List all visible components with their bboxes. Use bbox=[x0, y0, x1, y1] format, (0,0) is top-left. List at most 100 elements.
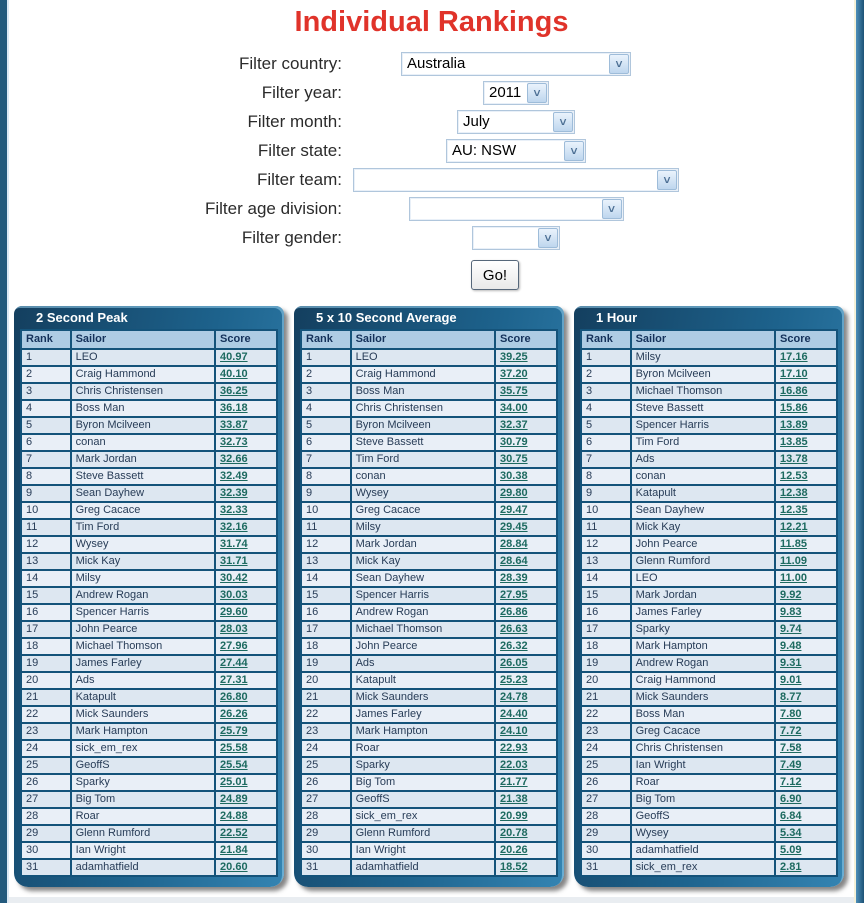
score-link[interactable]: 22.93 bbox=[500, 742, 528, 754]
chevron-down-icon[interactable]: ˅ bbox=[564, 140, 584, 161]
chevron-down-icon[interactable]: ˅ bbox=[553, 111, 573, 132]
score-link[interactable]: 20.99 bbox=[500, 810, 528, 822]
score-link[interactable]: 6.90 bbox=[780, 793, 802, 805]
score-link[interactable]: 20.78 bbox=[500, 827, 528, 839]
score-link[interactable]: 40.10 bbox=[220, 368, 248, 380]
score-link[interactable]: 22.52 bbox=[220, 827, 248, 839]
score-link[interactable]: 39.25 bbox=[500, 351, 528, 363]
chevron-down-icon[interactable]: ˅ bbox=[527, 82, 547, 103]
score-link[interactable]: 35.75 bbox=[500, 385, 528, 397]
score-link[interactable]: 13.85 bbox=[780, 436, 808, 448]
score-link[interactable]: 30.79 bbox=[500, 436, 528, 448]
score-link[interactable]: 8.77 bbox=[780, 691, 802, 703]
score-link[interactable]: 24.40 bbox=[500, 708, 528, 720]
score-link[interactable]: 27.31 bbox=[220, 674, 248, 686]
score-link[interactable]: 29.80 bbox=[500, 487, 528, 499]
score-link[interactable]: 7.12 bbox=[780, 776, 802, 788]
filter-year-select[interactable]: 2011 ˅ bbox=[483, 80, 549, 105]
filter-state-select[interactable]: AU: NSW ˅ bbox=[446, 138, 586, 163]
score-link[interactable]: 27.95 bbox=[500, 589, 528, 601]
score-link[interactable]: 17.10 bbox=[780, 368, 808, 380]
score-link[interactable]: 25.79 bbox=[220, 725, 248, 737]
score-link[interactable]: 29.47 bbox=[500, 504, 528, 516]
score-link[interactable]: 9.48 bbox=[780, 640, 802, 652]
score-link[interactable]: 21.77 bbox=[500, 776, 528, 788]
score-link[interactable]: 27.96 bbox=[220, 640, 248, 652]
score-link[interactable]: 16.86 bbox=[780, 385, 808, 397]
score-link[interactable]: 24.78 bbox=[500, 691, 528, 703]
score-link[interactable]: 24.10 bbox=[500, 725, 528, 737]
score-link[interactable]: 32.39 bbox=[220, 487, 248, 499]
score-link[interactable]: 9.74 bbox=[780, 623, 802, 635]
filter-month-select[interactable]: July ˅ bbox=[457, 109, 575, 134]
score-link[interactable]: 28.03 bbox=[220, 623, 248, 635]
score-link[interactable]: 36.25 bbox=[220, 385, 248, 397]
score-link[interactable]: 18.52 bbox=[500, 861, 528, 873]
score-link[interactable]: 20.60 bbox=[220, 861, 248, 873]
filter-team-select[interactable]: ˅ bbox=[353, 167, 679, 192]
score-link[interactable]: 24.88 bbox=[220, 810, 248, 822]
score-link[interactable]: 26.32 bbox=[500, 640, 528, 652]
score-link[interactable]: 34.00 bbox=[500, 402, 528, 414]
score-link[interactable]: 20.26 bbox=[500, 844, 528, 856]
score-link[interactable]: 30.38 bbox=[500, 470, 528, 482]
filter-age-division-select[interactable]: ˅ bbox=[408, 196, 624, 221]
score-link[interactable]: 32.73 bbox=[220, 436, 248, 448]
score-link[interactable]: 11.00 bbox=[780, 572, 807, 584]
score-link[interactable]: 30.75 bbox=[500, 453, 528, 465]
score-link[interactable]: 13.89 bbox=[780, 419, 808, 431]
score-link[interactable]: 13.78 bbox=[780, 453, 808, 465]
go-button[interactable]: Go! bbox=[470, 260, 520, 290]
filter-gender-select[interactable]: ˅ bbox=[472, 225, 560, 250]
score-link[interactable]: 33.87 bbox=[220, 419, 248, 431]
score-link[interactable]: 25.58 bbox=[220, 742, 248, 754]
score-link[interactable]: 32.49 bbox=[220, 470, 248, 482]
chevron-down-icon[interactable]: ˅ bbox=[538, 227, 558, 248]
chevron-down-icon[interactable]: ˅ bbox=[609, 53, 629, 74]
score-link[interactable]: 37.20 bbox=[500, 368, 528, 380]
score-link[interactable]: 12.35 bbox=[780, 504, 808, 516]
score-link[interactable]: 5.09 bbox=[780, 844, 802, 856]
score-link[interactable]: 7.72 bbox=[780, 725, 802, 737]
score-link[interactable]: 36.18 bbox=[220, 402, 248, 414]
chevron-down-icon[interactable]: ˅ bbox=[657, 169, 677, 190]
score-link[interactable]: 9.01 bbox=[780, 674, 802, 686]
score-link[interactable]: 9.31 bbox=[780, 657, 802, 669]
score-link[interactable]: 2.81 bbox=[780, 861, 802, 873]
score-link[interactable]: 30.03 bbox=[220, 589, 248, 601]
score-link[interactable]: 32.37 bbox=[500, 419, 528, 431]
score-link[interactable]: 5.34 bbox=[780, 827, 802, 839]
score-link[interactable]: 12.53 bbox=[780, 470, 808, 482]
score-link[interactable]: 26.86 bbox=[500, 606, 528, 618]
score-link[interactable]: 31.74 bbox=[220, 538, 248, 550]
score-link[interactable]: 32.66 bbox=[220, 453, 248, 465]
score-link[interactable]: 7.80 bbox=[780, 708, 802, 720]
score-link[interactable]: 17.16 bbox=[780, 351, 808, 363]
score-link[interactable]: 28.64 bbox=[500, 555, 528, 567]
score-link[interactable]: 21.38 bbox=[500, 793, 528, 805]
score-link[interactable]: 25.01 bbox=[220, 776, 248, 788]
score-link[interactable]: 32.33 bbox=[220, 504, 248, 516]
score-link[interactable]: 26.63 bbox=[500, 623, 528, 635]
score-link[interactable]: 7.58 bbox=[780, 742, 802, 754]
score-link[interactable]: 21.84 bbox=[220, 844, 248, 856]
score-link[interactable]: 26.05 bbox=[500, 657, 528, 669]
score-link[interactable]: 11.85 bbox=[780, 538, 807, 550]
score-link[interactable]: 25.54 bbox=[220, 759, 248, 771]
score-link[interactable]: 25.23 bbox=[500, 674, 528, 686]
score-link[interactable]: 29.60 bbox=[220, 606, 248, 618]
score-link[interactable]: 9.83 bbox=[780, 606, 802, 618]
score-link[interactable]: 26.26 bbox=[220, 708, 248, 720]
score-link[interactable]: 6.84 bbox=[780, 810, 802, 822]
score-link[interactable]: 31.71 bbox=[220, 555, 248, 567]
score-link[interactable]: 22.03 bbox=[500, 759, 528, 771]
score-link[interactable]: 29.45 bbox=[500, 521, 528, 533]
score-link[interactable]: 26.80 bbox=[220, 691, 248, 703]
score-link[interactable]: 28.84 bbox=[500, 538, 528, 550]
score-link[interactable]: 11.09 bbox=[780, 555, 807, 567]
score-link[interactable]: 9.92 bbox=[780, 589, 802, 601]
filter-country-select[interactable]: Australia ˅ bbox=[401, 51, 631, 76]
score-link[interactable]: 7.49 bbox=[780, 759, 802, 771]
score-link[interactable]: 27.44 bbox=[220, 657, 248, 669]
score-link[interactable]: 15.86 bbox=[780, 402, 808, 414]
